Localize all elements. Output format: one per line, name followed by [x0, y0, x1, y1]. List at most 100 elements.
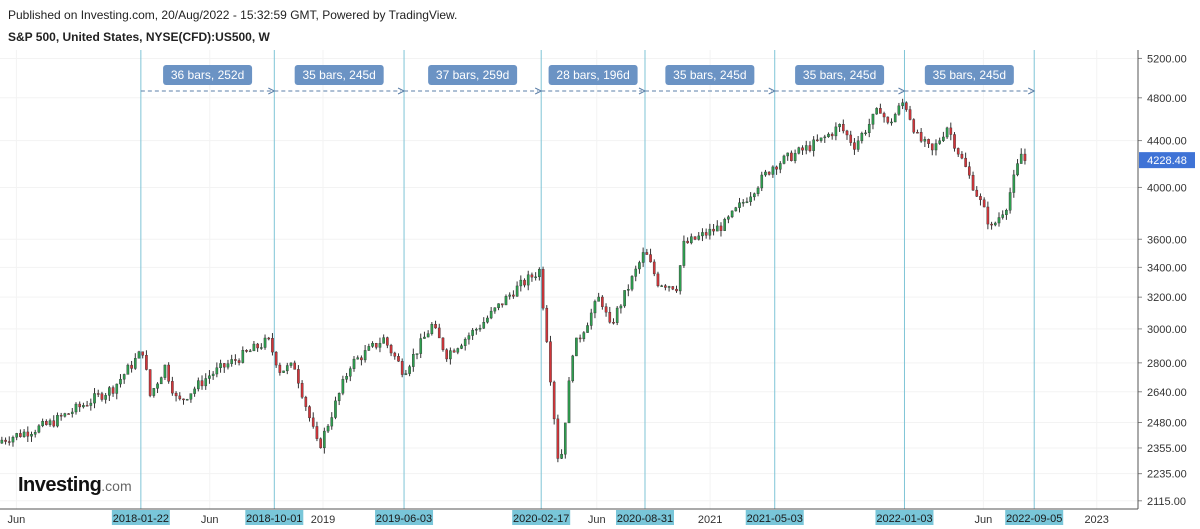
candle-body [7, 441, 11, 443]
candle-body [582, 332, 586, 340]
candle-body [986, 206, 990, 225]
interval-label: 35 bars, 245d [933, 68, 1006, 82]
candle-body [971, 175, 975, 191]
marker-date-label: 2018-01-22 [113, 513, 169, 525]
candle-body [804, 145, 808, 151]
marker-date-tag [1005, 510, 1064, 525]
candle-body [601, 296, 604, 307]
interval-label-box [548, 65, 638, 85]
candle-body [315, 426, 319, 439]
candle-body [645, 252, 649, 255]
candle-body [93, 393, 96, 404]
candle-body [593, 301, 597, 314]
interval-label: 28 bars, 196d [556, 68, 629, 82]
candle-body [237, 360, 241, 363]
y-tick-label: 2800.00 [1147, 358, 1187, 370]
candle-body [990, 223, 993, 226]
candle-body [400, 361, 404, 375]
candle-body [222, 363, 226, 368]
candle-body [767, 171, 771, 175]
candle-body [26, 431, 30, 437]
candle-body [63, 413, 67, 417]
candle-body [678, 265, 682, 292]
candle-body [260, 347, 263, 349]
logo-domain: .com [101, 478, 132, 494]
candle-body [886, 116, 890, 123]
candle-body [864, 132, 867, 135]
candle-body [248, 350, 252, 353]
y-tick-label: 4000.00 [1147, 182, 1187, 194]
last-price-tag [1139, 152, 1195, 169]
candle-body [252, 343, 256, 352]
candle-body [337, 393, 341, 402]
candle-body [145, 355, 148, 370]
candle-body [456, 348, 460, 353]
candle-body [104, 395, 107, 400]
candle-body [649, 254, 652, 263]
candle-body [541, 269, 545, 309]
candle-body [956, 148, 960, 155]
interval-arrowhead [638, 87, 647, 95]
candle-body [478, 328, 482, 330]
candle-body [975, 189, 979, 197]
candle-body [445, 349, 448, 360]
candle-body [271, 338, 274, 353]
candle-body [723, 219, 726, 231]
candle-body [159, 377, 163, 385]
candle-body [341, 379, 345, 394]
candle-body [122, 374, 126, 380]
candle-body [712, 228, 715, 232]
candle-body [493, 307, 497, 312]
marker-date-label: 2019-06-03 [376, 513, 432, 525]
candle-body [226, 363, 230, 368]
marker-date-tag [111, 510, 170, 525]
candle-body [430, 324, 434, 334]
candle-body [508, 294, 512, 297]
candle-body [434, 324, 437, 329]
candle-body [219, 363, 222, 369]
y-tick-label: 2115.00 [1147, 496, 1186, 508]
last-price-label: 4228.48 [1147, 155, 1187, 167]
marker-date-tag [745, 510, 804, 525]
candle-body [671, 286, 675, 290]
candle-body [78, 403, 82, 408]
candle-body [126, 364, 130, 375]
y-tick-label: 2355.00 [1147, 443, 1187, 455]
candle-body [156, 383, 159, 389]
candle-body [263, 337, 267, 348]
candle-body [185, 399, 189, 401]
y-tick-label: 4400.00 [1147, 136, 1187, 148]
candle-body [916, 132, 919, 134]
interval-arrowhead [1027, 87, 1036, 95]
candle-body [482, 322, 486, 329]
x-tick-label: Jun [974, 514, 992, 526]
candle-body [563, 422, 567, 455]
candle-body [626, 289, 630, 291]
candle-body [630, 276, 634, 290]
candle-body [760, 174, 764, 189]
candle-body [278, 364, 282, 373]
candle-body [33, 432, 37, 435]
candle-body [119, 378, 122, 385]
interval-label-box [294, 65, 384, 85]
candle-body [311, 417, 315, 427]
y-tick-label: 2640.00 [1147, 387, 1187, 399]
interval-label-box [924, 65, 1014, 85]
candle-body [997, 217, 1001, 224]
candle-body [467, 335, 471, 340]
candle-body [437, 327, 441, 339]
candle-body [982, 199, 986, 208]
candle-body [504, 296, 508, 306]
candle-body [193, 388, 196, 394]
candle-body [471, 329, 474, 336]
candle-body [178, 395, 182, 400]
candle-body [901, 102, 904, 107]
candle-body [189, 393, 193, 400]
candle-body [460, 345, 463, 349]
marker-date-tag [375, 510, 434, 525]
candle-body [701, 232, 704, 237]
candle-body [793, 153, 797, 161]
candle-body [356, 357, 360, 360]
interval-arrowhead [268, 87, 276, 95]
